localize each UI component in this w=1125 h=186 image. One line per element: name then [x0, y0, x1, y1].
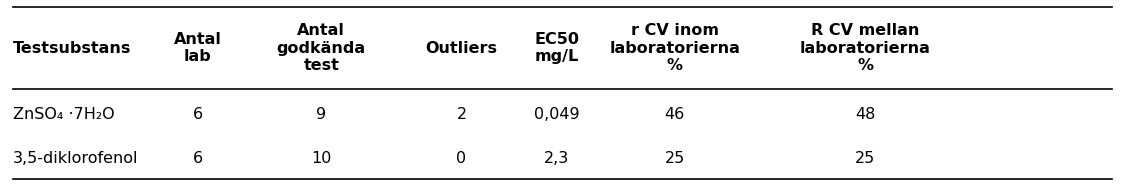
Text: 2,3: 2,3 — [544, 151, 569, 166]
Text: 0,049: 0,049 — [534, 108, 579, 123]
Text: 2: 2 — [457, 108, 467, 123]
Text: r CV inom
laboratorierna
%: r CV inom laboratorierna % — [610, 23, 740, 73]
Text: 6: 6 — [192, 151, 202, 166]
Text: 10: 10 — [310, 151, 332, 166]
Text: 9: 9 — [316, 108, 326, 123]
Text: R CV mellan
laboratorierna
%: R CV mellan laboratorierna % — [800, 23, 932, 73]
Text: Antal
godkända
test: Antal godkända test — [277, 23, 366, 73]
Text: 48: 48 — [855, 108, 875, 123]
Text: 0: 0 — [457, 151, 467, 166]
Text: EC50
mg/L: EC50 mg/L — [534, 32, 579, 64]
Text: 3,5-diklorofenol: 3,5-diklorofenol — [12, 151, 138, 166]
Text: 46: 46 — [665, 108, 685, 123]
Text: Antal
lab: Antal lab — [174, 32, 222, 64]
Text: ZnSO₄ ·7H₂O: ZnSO₄ ·7H₂O — [12, 108, 115, 123]
Text: 25: 25 — [855, 151, 875, 166]
Text: Outliers: Outliers — [425, 41, 497, 56]
Text: Testsubstans: Testsubstans — [12, 41, 130, 56]
Text: 25: 25 — [665, 151, 685, 166]
Text: 6: 6 — [192, 108, 202, 123]
